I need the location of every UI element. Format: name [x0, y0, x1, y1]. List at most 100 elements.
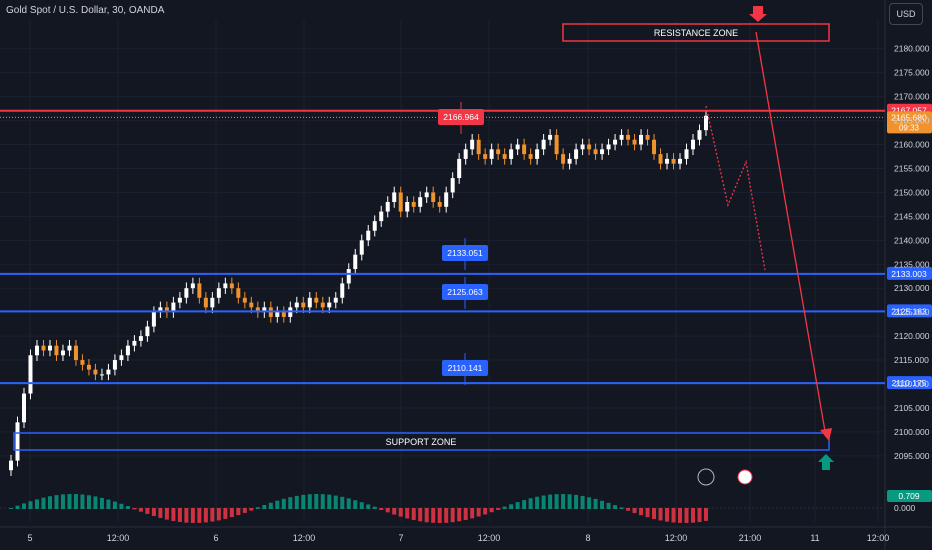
oscillator-bar — [190, 508, 195, 523]
callout-box — [442, 360, 488, 376]
oscillator-bar — [385, 508, 390, 513]
candle-body — [567, 158, 572, 164]
oscillator-bar — [249, 508, 254, 511]
oscillator-bar — [535, 496, 540, 509]
price-tick: 2110.000 — [894, 379, 929, 389]
candle-body — [249, 302, 254, 308]
oscillator-bar — [9, 508, 13, 509]
resistance-zone — [562, 23, 830, 42]
candle-body — [9, 460, 13, 471]
price-tick: 2105.000 — [894, 403, 930, 413]
oscillator-bar — [463, 508, 468, 520]
indicator-zero-label: 0.000 — [894, 503, 916, 513]
zones: RESISTANCE ZONE SUPPORT ZONE — [13, 23, 830, 451]
oscillator-bar — [574, 494, 579, 509]
oscillator-bar — [509, 504, 514, 509]
oscillator-bar — [106, 499, 111, 509]
oscillator-bar — [333, 495, 338, 509]
oscillator-bar — [359, 502, 364, 509]
price-tick: 2115.000 — [894, 355, 929, 365]
candle-body — [626, 134, 631, 140]
callout-label: 2125.063 — [447, 287, 483, 297]
price-tick: 2095.000 — [894, 451, 930, 461]
oscillator-bar — [151, 508, 156, 517]
candle-body — [463, 149, 468, 159]
time-tick: 12:00 — [665, 533, 688, 543]
candle-body — [697, 130, 702, 140]
oscillator-bar — [483, 508, 488, 515]
candle-body — [359, 240, 364, 255]
candle-body — [93, 369, 98, 375]
candle-body — [28, 355, 33, 394]
currency-button[interactable]: USD — [889, 3, 923, 25]
time-tick: 12:00 — [478, 533, 501, 543]
candle-body — [561, 154, 566, 164]
oscillator-bar — [580, 495, 585, 509]
candle-body — [587, 144, 592, 150]
candle-body — [242, 297, 247, 303]
price-tick: 2140.000 — [894, 235, 930, 245]
candle-body — [177, 297, 182, 303]
oscillator-bar — [353, 500, 358, 509]
oscillator-bar — [392, 508, 397, 515]
price-axis[interactable]: 2095.000 2100.000 2105.000 2110.000 2115.000… — [894, 44, 930, 461]
oscillator-bar — [405, 508, 410, 519]
time-tick: 12:00 — [867, 533, 890, 543]
current-price-label: 2165.680 — [891, 112, 927, 122]
time-tick: 12:00 — [107, 533, 130, 543]
candle-body — [86, 364, 91, 370]
oscillator-bar — [145, 508, 150, 514]
candle-body — [509, 149, 514, 159]
indicator-value: 0.709 — [898, 491, 920, 501]
oscillator-bar — [262, 504, 267, 509]
price-tick: 2125.000 — [894, 307, 930, 317]
oscillator-bar — [684, 508, 689, 523]
oscillator-bar — [619, 507, 624, 509]
candle-body — [301, 302, 306, 308]
oscillator-bar — [301, 494, 306, 509]
oscillator-bar — [541, 495, 546, 509]
candle-body — [125, 345, 130, 356]
candle-body — [372, 221, 377, 231]
candle-body — [80, 360, 85, 365]
oscillator-bar — [158, 508, 163, 518]
price-tick: 2120.000 — [894, 331, 930, 341]
oscillator-bar — [424, 508, 429, 523]
candle-body — [320, 302, 325, 308]
candle-body — [353, 254, 358, 270]
oscillator-bar — [567, 494, 572, 509]
candle-body — [327, 302, 332, 308]
oscillator-bar — [99, 497, 104, 509]
candle-body — [184, 288, 189, 298]
candle-body — [476, 139, 481, 155]
support-zone — [13, 432, 830, 451]
price-tick: 2135.000 — [894, 259, 930, 269]
oscillator-bar — [613, 505, 618, 509]
callout-label: 2110.141 — [448, 363, 483, 373]
candle-body — [522, 144, 527, 155]
candle-body — [197, 283, 202, 298]
time-tick: 21:00 — [739, 533, 762, 543]
candle-body — [106, 369, 111, 375]
time-tick: 6 — [213, 533, 218, 543]
time-tick: 8 — [585, 533, 590, 543]
candle-body — [606, 144, 611, 150]
oscillator-bar — [119, 503, 124, 509]
oscillator-bar — [54, 495, 59, 509]
candle-body — [281, 312, 286, 317]
time-axis[interactable]: 5 12:00 6 12:00 7 12:00 8 12:00 21:00 11 12:00 — [27, 533, 889, 543]
price-tick: 2165.000 — [894, 116, 930, 126]
oscillator-bar — [184, 508, 189, 523]
oscillator-bar — [73, 494, 78, 509]
oscillator-bar — [60, 494, 65, 509]
chart-title: Gold Spot / U.S. Dollar, 30, OANDA — [6, 5, 165, 16]
time-tick: 12:00 — [293, 533, 316, 543]
candle-body — [346, 269, 351, 284]
price-tick: 2170.000 — [894, 92, 930, 102]
oscillator-bar — [411, 508, 416, 521]
flag-icon — [737, 469, 753, 485]
oscillator-bar — [457, 508, 462, 522]
oscillator-bar — [242, 508, 247, 513]
